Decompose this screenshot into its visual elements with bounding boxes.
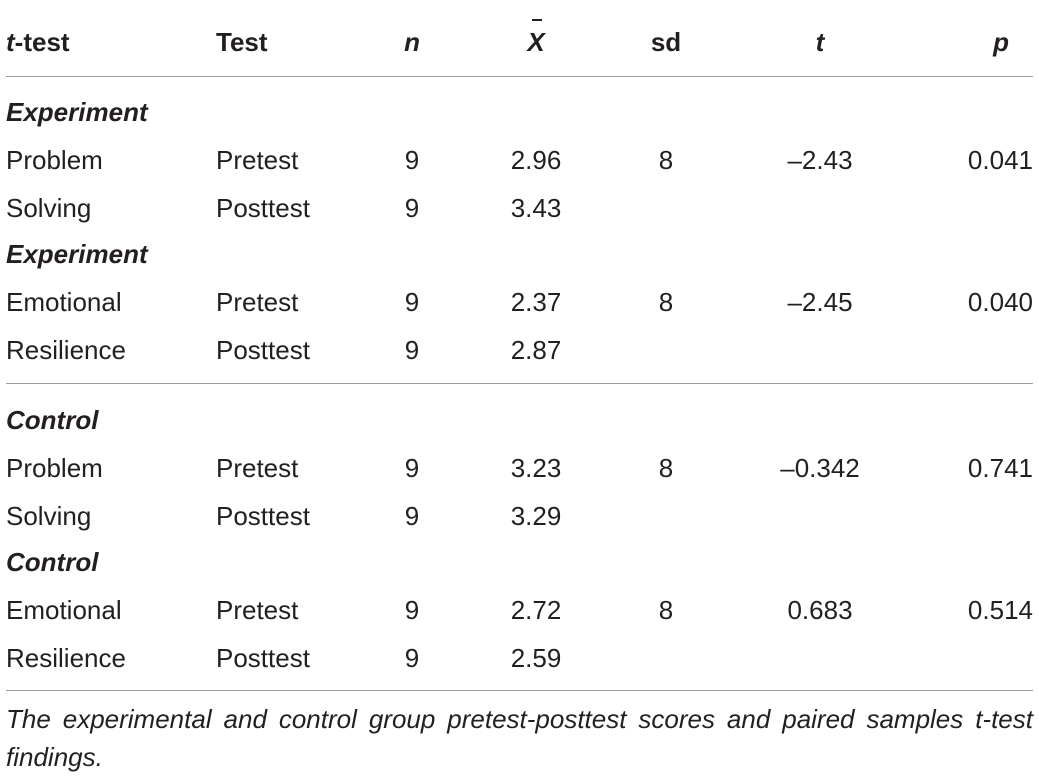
cell-n-value: 9	[404, 193, 420, 223]
cell-sd-value: 8	[658, 145, 674, 175]
cell-ttest: Problem	[6, 145, 103, 175]
header-sd-label: sd	[650, 27, 682, 57]
table-header: t-test Test n X sd t p	[0, 19, 1039, 62]
cell-test: Posttest	[216, 335, 310, 365]
cell-n-value: 9	[404, 145, 420, 175]
cell-ttest: Resilience	[6, 335, 126, 365]
cell-t-value: 0.683	[787, 595, 853, 625]
cell-p: 0.741	[967, 453, 1033, 483]
cell-mean-value: 2.59	[510, 643, 562, 673]
cell-test: Posttest	[216, 193, 310, 223]
table-rule-top	[6, 76, 1033, 77]
section-label: Control	[0, 542, 1039, 582]
cell-n-value: 9	[404, 287, 420, 317]
table-row: Resilience Posttest 9 2.87	[0, 330, 1039, 370]
cell-mean-value: 2.96	[510, 145, 562, 175]
section-label: Control	[0, 400, 1039, 440]
cell-p: 0.041	[967, 145, 1033, 175]
table-row: Resilience Posttest 9 2.59	[0, 638, 1039, 678]
header-n-label: n	[404, 27, 420, 57]
cell-n-value: 9	[404, 453, 420, 483]
cell-ttest: Problem	[6, 453, 103, 483]
cell-t-value: –0.342	[780, 453, 860, 483]
header-ttest-suffix: -test	[14, 27, 70, 57]
section-label-text: Control	[6, 547, 99, 577]
header-p-label: p	[993, 27, 1009, 57]
cell-mean-value: 3.29	[510, 501, 562, 531]
table-row: Solving Posttest 9 3.43	[0, 188, 1039, 228]
cell-mean-value: 3.43	[510, 193, 562, 223]
cell-test: Pretest	[216, 145, 299, 175]
cell-test: Posttest	[216, 643, 310, 673]
table-row: Emotional Pretest 9 2.72 8 0.683 0.514	[0, 590, 1039, 630]
cell-test: Posttest	[216, 501, 310, 531]
section-label-text: Control	[6, 405, 99, 435]
cell-mean-value: 3.23	[510, 453, 562, 483]
cell-test: Pretest	[216, 595, 299, 625]
cell-sd-value: 8	[658, 287, 674, 317]
section-label-text: Experiment	[6, 239, 148, 269]
section-label-text: Experiment	[6, 97, 148, 127]
cell-n-value: 9	[404, 595, 420, 625]
cell-sd-value: 8	[658, 595, 674, 625]
table-rule-middle	[6, 383, 1033, 384]
cell-p: 0.514	[967, 595, 1033, 625]
cell-test: Pretest	[216, 453, 299, 483]
cell-ttest: Solving	[6, 501, 92, 531]
table-row: Emotional Pretest 9 2.37 8 –2.45 0.040	[0, 282, 1039, 322]
header-ttest-t: t	[6, 27, 15, 57]
table-row: Problem Pretest 9 3.23 8 –0.342 0.741	[0, 448, 1039, 488]
table-row: Solving Posttest 9 3.29	[0, 496, 1039, 536]
cell-sd-value: 8	[658, 453, 674, 483]
section-label: Experiment	[0, 234, 1039, 274]
cell-ttest: Resilience	[6, 643, 126, 673]
table-rule-bottom	[6, 690, 1033, 691]
header-ttest: t-test	[6, 22, 70, 62]
cell-ttest: Emotional	[6, 595, 122, 625]
section-label: Experiment	[0, 92, 1039, 132]
header-t-label: t	[815, 27, 825, 57]
cell-n-value: 9	[404, 501, 420, 531]
header-p: p	[993, 22, 1033, 62]
cell-ttest: Emotional	[6, 287, 122, 317]
cell-t-value: –2.45	[787, 287, 853, 317]
cell-mean-value: 2.87	[510, 335, 562, 365]
cell-test: Pretest	[216, 287, 299, 317]
table-row: Problem Pretest 9 2.96 8 –2.43 0.041	[0, 140, 1039, 180]
header-test: Test	[216, 27, 268, 57]
cell-ttest: Solving	[6, 193, 92, 223]
cell-p: 0.040	[967, 287, 1033, 317]
cell-mean-value: 2.72	[510, 595, 562, 625]
cell-t-value: –2.43	[787, 145, 853, 175]
cell-n-value: 9	[404, 335, 420, 365]
cell-n-value: 9	[404, 643, 420, 673]
table-caption: The experimental and control group prete…	[6, 704, 1033, 772]
header-mean-label: X	[527, 19, 545, 62]
cell-mean-value: 2.37	[510, 287, 562, 317]
